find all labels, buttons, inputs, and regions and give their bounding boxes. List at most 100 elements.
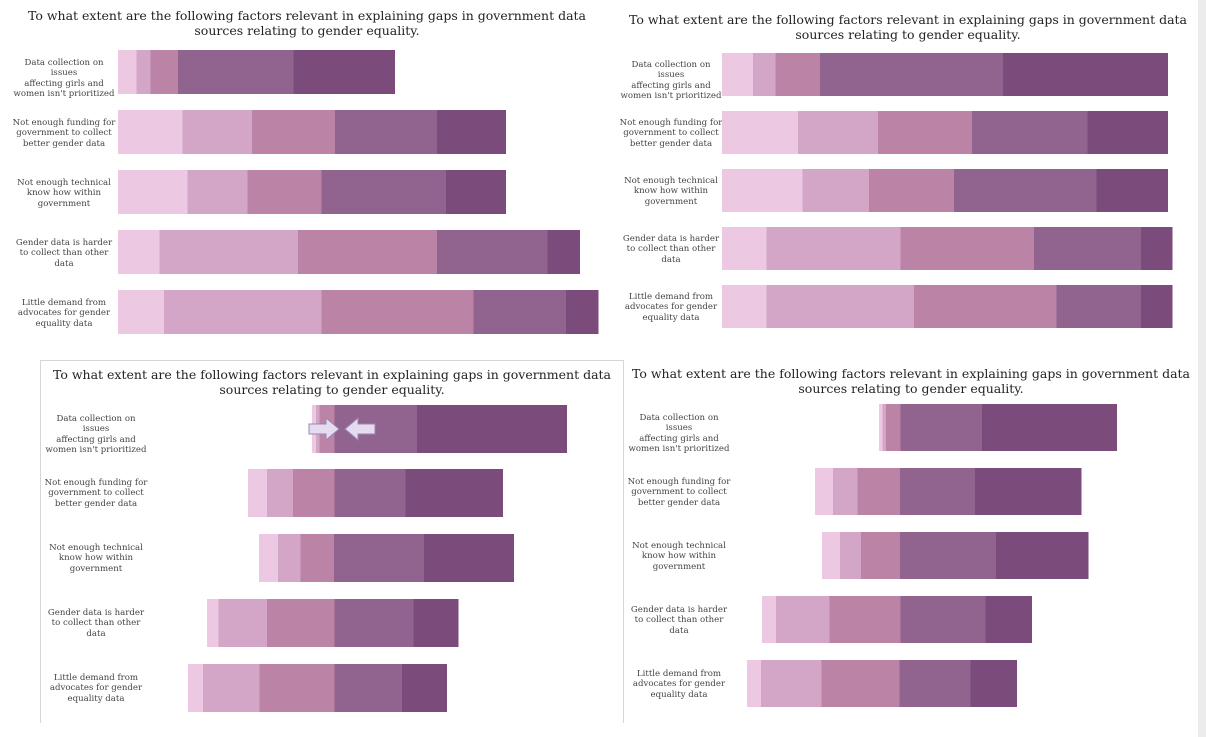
bar-segment — [473, 290, 567, 334]
bar-segment — [970, 660, 1018, 707]
bar-segment — [878, 404, 883, 451]
bar-segment — [913, 285, 1057, 328]
bar-segment — [206, 599, 218, 647]
chart-panel-1: To what extent are the following factors… — [8, 0, 606, 348]
bar-segment — [995, 532, 1089, 579]
bar-segment — [878, 111, 972, 154]
bar-segment — [761, 596, 776, 643]
bar-segment — [899, 404, 982, 451]
arrow-left-icon — [344, 417, 376, 441]
bar-segment — [802, 169, 870, 212]
category-label: Gender data is harder to collect than oth… — [15, 238, 113, 269]
bar-segment — [775, 596, 829, 643]
bar-segment — [164, 290, 322, 334]
category-label: Data collection on issues affecting girls… — [628, 413, 730, 454]
bar-segment — [882, 404, 886, 451]
stacked-bar — [747, 660, 1018, 707]
category-label: Not enough funding for government to coll… — [44, 478, 148, 509]
bar-segment — [1034, 227, 1142, 270]
category-label: Gender data is harder to collect than oth… — [47, 608, 145, 639]
bar-segment — [820, 53, 1003, 96]
scroll-edge — [1198, 0, 1206, 737]
bar-segment — [899, 532, 996, 579]
bar-segment — [821, 532, 840, 579]
bar-segment — [178, 50, 294, 94]
bar-segment — [860, 532, 900, 579]
bar-segment — [814, 468, 833, 515]
chart-panel-3: To what extent are the following factors… — [40, 360, 624, 723]
bar-segment — [187, 664, 203, 712]
chart-panel-4: To what extent are the following factors… — [624, 360, 1198, 722]
category-label: Little demand from advocates for gender eq… — [624, 292, 718, 323]
bar-segment — [292, 469, 334, 517]
arrow-right-icon — [308, 417, 340, 441]
bar-segment — [424, 534, 514, 582]
bar-segment — [761, 660, 822, 707]
bar-segment — [566, 290, 599, 334]
bar-segment — [401, 664, 447, 712]
chart-title: To what extent are the following factors… — [628, 12, 1188, 42]
bar-segment — [446, 170, 507, 214]
stacked-bar — [118, 50, 396, 94]
bar-segment — [722, 169, 803, 212]
category-label: Little demand from advocates for gender eq… — [17, 298, 111, 329]
bar-segment — [247, 170, 322, 214]
bar-segment — [869, 169, 954, 212]
bar-segment — [900, 227, 1035, 270]
category-label: Gender data is harder to collect than oth… — [622, 234, 720, 265]
category-label: Data collection on issues affecting girls… — [620, 60, 722, 101]
stacked-bar — [722, 169, 1168, 212]
bar-segment — [247, 469, 267, 517]
bar-segment — [547, 230, 580, 274]
bar-segment — [266, 469, 293, 517]
bar-segment — [300, 534, 334, 582]
bar-segment — [1096, 169, 1168, 212]
stacked-bar — [118, 230, 580, 274]
bar-segment — [722, 227, 767, 270]
category-label: Not enough technical know how within gover… — [632, 541, 726, 572]
chart-title: To what extent are the following factors… — [27, 8, 587, 38]
chart-title: To what extent are the following factors… — [631, 366, 1191, 396]
bar-segment — [118, 170, 188, 214]
bar-segment — [259, 534, 278, 582]
bar-segment — [857, 468, 900, 515]
bar-segment — [412, 599, 458, 647]
bar-segment — [981, 404, 1117, 451]
bar-segment — [899, 596, 986, 643]
category-label: Not enough technical know how within gover… — [624, 176, 718, 207]
bar-segment — [118, 230, 160, 274]
stacked-bar — [118, 170, 507, 214]
bar-segment — [217, 599, 267, 647]
bar-segment — [766, 227, 901, 270]
bar-segment — [187, 170, 248, 214]
bar-segment — [775, 53, 821, 96]
category-label: Not enough funding for government to coll… — [627, 477, 731, 508]
bar-segment — [335, 110, 437, 154]
bar-segment — [722, 53, 754, 96]
stacked-bar — [722, 285, 1173, 328]
bar-segment — [832, 468, 858, 515]
bar-segment — [753, 53, 776, 96]
bar-segment — [266, 599, 334, 647]
bar-segment — [436, 110, 507, 154]
stacked-bar — [206, 599, 458, 647]
bar-segment — [118, 50, 137, 94]
bar-segment — [118, 290, 165, 334]
bar-segment — [321, 170, 447, 214]
bar-segment — [722, 285, 767, 328]
category-label: Data collection on issues affecting girls… — [45, 414, 147, 455]
bar-segment — [747, 660, 762, 707]
bar-segment — [182, 110, 252, 154]
bar-segment — [974, 468, 1082, 515]
bar-segment — [118, 110, 183, 154]
bar-segment — [766, 285, 914, 328]
bar-segment — [828, 596, 900, 643]
category-label: Not enough funding for government to coll… — [12, 118, 116, 149]
bar-segment — [899, 468, 975, 515]
bar-segment — [321, 290, 474, 334]
bar-segment — [1002, 53, 1168, 96]
bar-segment — [1141, 285, 1173, 328]
bar-segment — [416, 405, 567, 453]
bar-segment — [821, 660, 900, 707]
bar-segment — [334, 599, 413, 647]
